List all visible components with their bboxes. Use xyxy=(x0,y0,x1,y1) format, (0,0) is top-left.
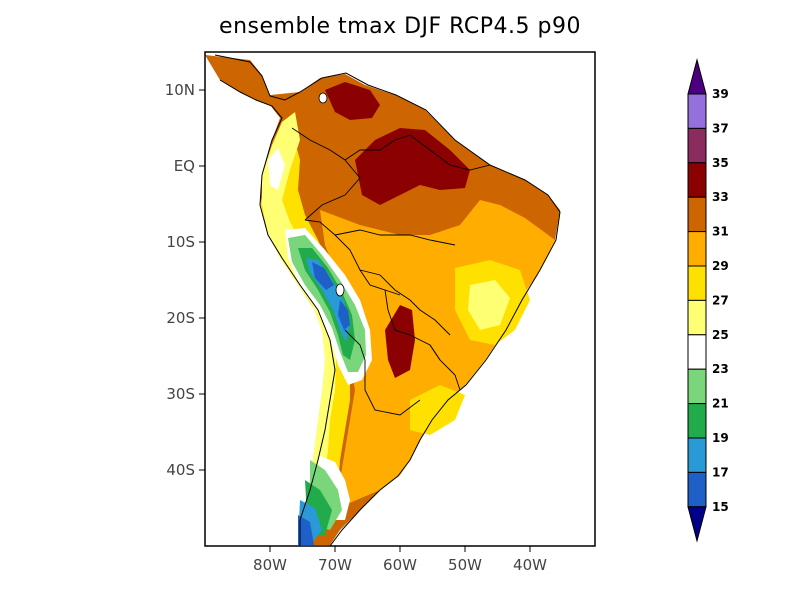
country-borders xyxy=(291,127,491,416)
colorbar-label: 19 xyxy=(712,431,729,445)
lon-tick-label: 50W xyxy=(448,556,482,574)
zone-25-27-east xyxy=(468,280,510,330)
colorbar-label: 39 xyxy=(712,87,729,101)
colorbar-label: 33 xyxy=(712,190,729,204)
colorbar-label: 17 xyxy=(712,465,729,479)
lat-tick-label: 10S xyxy=(166,233,195,251)
colorbar-swatch xyxy=(687,196,707,233)
lat-tick-label: EQ xyxy=(174,157,195,175)
colorbar-label: 21 xyxy=(712,397,729,411)
colorbar-under-triangle xyxy=(687,506,707,543)
lon-tick-label: 80W xyxy=(253,556,287,574)
colorbar-swatch xyxy=(687,368,707,405)
colorbar-swatch xyxy=(687,162,707,198)
colorbar-label: 37 xyxy=(712,121,729,135)
colorbar-over-triangle xyxy=(687,58,707,95)
zone-33-35-north xyxy=(325,82,380,120)
lon-tick-label: 40W xyxy=(513,556,547,574)
map-title: ensemble tmax DJF RCP4.5 p90 xyxy=(219,14,581,39)
colorbar: 15 17 19 21 23 25 27 29 31 33 35 37 39 xyxy=(687,58,729,543)
zone-23-25 xyxy=(268,148,285,190)
longitude-axis: 80W 70W 60W 50W 40W xyxy=(253,546,547,574)
lat-tick-label: 20S xyxy=(166,309,195,327)
colorbar-swatch xyxy=(687,334,707,370)
lon-tick-label: 60W xyxy=(383,556,417,574)
zone-19-21 xyxy=(298,248,355,360)
lake-titicaca xyxy=(335,283,345,297)
coastline xyxy=(214,54,561,546)
colorbar-swatch xyxy=(687,403,707,439)
zone-south-blue xyxy=(298,515,314,545)
colorbar-label: 29 xyxy=(712,259,729,273)
lat-tick-label: 10N xyxy=(165,81,195,99)
lon-tick-label: 70W xyxy=(318,556,352,574)
zone-15-17 xyxy=(312,262,334,290)
colorbar-label: 27 xyxy=(712,293,729,307)
map-layer xyxy=(205,54,561,546)
colorbar-swatch xyxy=(687,471,707,508)
colorbar-label: 35 xyxy=(712,156,729,170)
colorbar-swatch xyxy=(687,437,707,473)
colorbar-swatch xyxy=(687,265,707,301)
colorbar-label: 23 xyxy=(712,362,729,376)
zone-15-17-b xyxy=(338,300,350,330)
latitude-axis: 10N EQ 10S 20S 30S 40S xyxy=(165,81,205,479)
colorbar-swatch xyxy=(687,299,707,336)
colorbar-label: 15 xyxy=(712,500,729,514)
colorbar-swatch xyxy=(687,231,707,267)
colorbar-label: 31 xyxy=(712,225,729,239)
colorbar-swatch xyxy=(687,127,707,164)
lat-tick-label: 40S xyxy=(166,461,195,479)
lat-tick-label: 30S xyxy=(166,385,195,403)
colorbar-swatch xyxy=(687,93,707,129)
colorbar-label: 25 xyxy=(712,328,729,342)
lake-maracaibo xyxy=(318,92,328,104)
zone-25-27 xyxy=(262,112,336,505)
